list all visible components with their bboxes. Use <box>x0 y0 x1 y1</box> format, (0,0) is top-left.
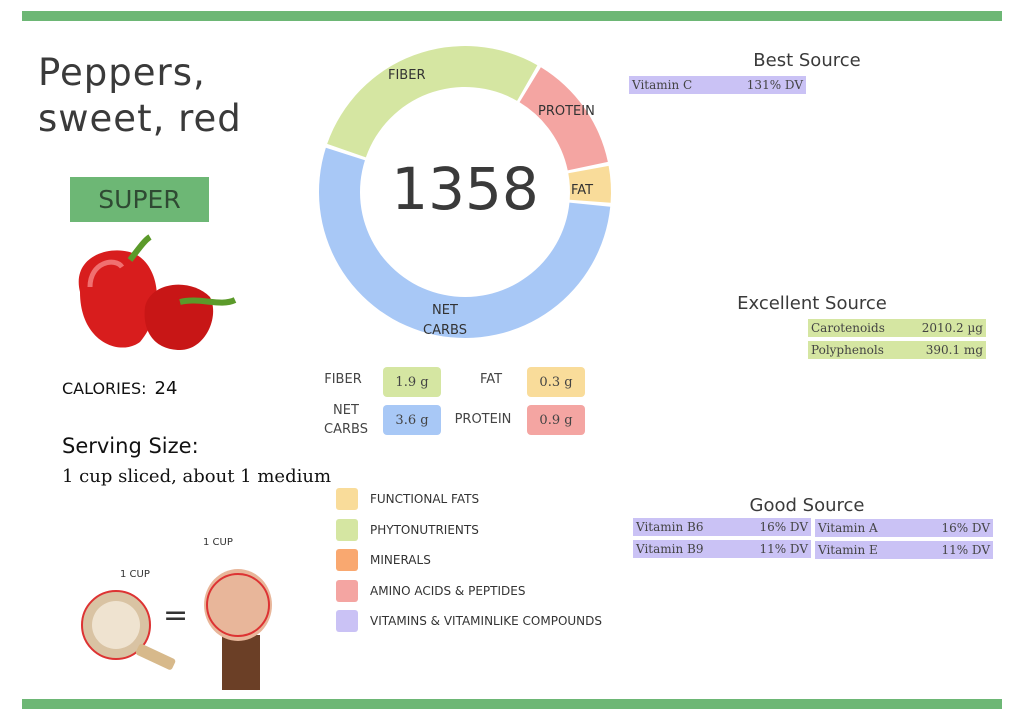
serving-size-heading: Serving Size: <box>62 434 199 458</box>
good-source-row: Vitamin B6 16% DV <box>633 518 811 536</box>
bottom-border <box>22 699 1002 709</box>
legend-label: AMINO ACIDS & PEPTIDES <box>370 584 525 598</box>
title-line-2: sweet, red <box>38 96 242 142</box>
excellent-source-row: Carotenoids 2010.2 µg <box>808 319 986 337</box>
nutrient-name: Vitamin B9 <box>636 542 703 556</box>
legend-item: VITAMINS & VITAMINLIKE COMPOUNDS <box>336 610 602 632</box>
best-source-row: Vitamin C 131% DV <box>629 76 806 94</box>
calories-value: 24 <box>155 378 178 399</box>
nutrient-name: Polyphenols <box>811 343 884 357</box>
good-source-heading: Good Source <box>717 495 897 516</box>
pepper-image <box>60 232 250 357</box>
fiber-label: FIBER <box>318 372 368 387</box>
donut-label-protein: PROTEIN <box>538 104 595 119</box>
equals-sign: = <box>163 598 188 633</box>
good-source-row: Vitamin E 11% DV <box>815 541 993 559</box>
fist-label: 1 CUP <box>203 537 233 548</box>
cup-label: 1 CUP <box>120 569 150 580</box>
net-carbs-label-line1: NET <box>318 401 374 420</box>
nutrient-value: 2010.2 µg <box>922 321 983 335</box>
protein-value: 0.9 g <box>527 405 585 435</box>
rating-badge: SUPER <box>70 177 209 222</box>
nutrient-value: 390.1 mg <box>926 343 983 357</box>
donut-center-value: 1358 <box>365 155 565 223</box>
legend-label: MINERALS <box>370 553 431 567</box>
top-border <box>22 11 1002 21</box>
net-carbs-label-line2: CARBS <box>318 420 374 439</box>
nutrient-value: 131% DV <box>747 78 803 92</box>
nutrient-name: Vitamin C <box>632 78 692 92</box>
calories: CALORIES: 24 <box>62 378 177 399</box>
legend-swatch <box>336 519 358 541</box>
food-title: Peppers, sweet, red <box>38 50 242 142</box>
nutrient-name: Vitamin A <box>818 521 878 535</box>
nutrient-value: 11% DV <box>759 542 808 556</box>
fat-value: 0.3 g <box>527 367 585 397</box>
legend-swatch <box>336 610 358 632</box>
fat-label: FAT <box>466 372 516 387</box>
nutrient-value: 16% DV <box>759 520 808 534</box>
legend-item: AMINO ACIDS & PEPTIDES <box>336 580 525 602</box>
legend-label: VITAMINS & VITAMINLIKE COMPOUNDS <box>370 614 602 628</box>
good-source-row: Vitamin A 16% DV <box>815 519 993 537</box>
legend-label: PHYTONUTRIENTS <box>370 523 479 537</box>
good-source-row: Vitamin B9 11% DV <box>633 540 811 558</box>
legend-item: MINERALS <box>336 549 431 571</box>
nutrient-name: Carotenoids <box>811 321 885 335</box>
legend-label: FUNCTIONAL FATS <box>370 492 479 506</box>
excellent-source-heading: Excellent Source <box>722 293 902 314</box>
donut-label-fat: FAT <box>571 183 593 198</box>
nutrient-name: Vitamin E <box>818 543 878 557</box>
serving-size-value: 1 cup sliced, about 1 medium <box>62 466 331 487</box>
nutrient-name: Vitamin B6 <box>636 520 703 534</box>
donut-label-net-carbs: NET CARBS <box>420 301 470 341</box>
fiber-value: 1.9 g <box>383 367 441 397</box>
net-carbs-value: 3.6 g <box>383 405 441 435</box>
nutrient-value: 11% DV <box>941 543 990 557</box>
title-line-1: Peppers, <box>38 50 242 96</box>
donut-label-fiber: FIBER <box>388 68 425 83</box>
protein-label: PROTEIN <box>450 412 516 427</box>
legend-swatch <box>336 580 358 602</box>
legend-item: PHYTONUTRIENTS <box>336 519 479 541</box>
calories-label: CALORIES: <box>62 379 147 398</box>
best-source-heading: Best Source <box>717 50 897 71</box>
legend-swatch <box>336 549 358 571</box>
net-carbs-label: NETCARBS <box>318 401 374 439</box>
nutrient-value: 16% DV <box>941 521 990 535</box>
fist-image <box>200 560 280 690</box>
legend-item: FUNCTIONAL FATS <box>336 488 479 510</box>
donut-segment-fiber <box>327 46 537 157</box>
legend-swatch <box>336 488 358 510</box>
excellent-source-row: Polyphenols 390.1 mg <box>808 341 986 359</box>
